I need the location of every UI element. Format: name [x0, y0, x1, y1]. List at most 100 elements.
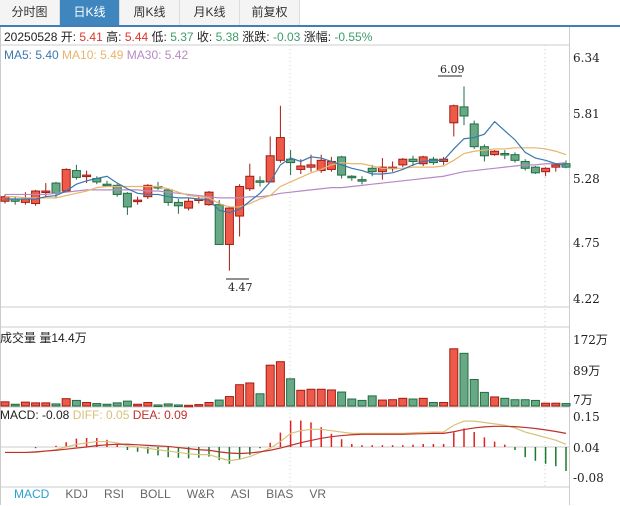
volume-bar: [418, 397, 428, 407]
volume-bar: [112, 402, 122, 407]
candle: [235, 184, 245, 237]
candle: [71, 164, 81, 180]
high-value: 5.44: [124, 30, 149, 44]
price-tick: 5.28: [573, 172, 600, 186]
volume-bar: [316, 388, 326, 407]
volume-bar: [184, 404, 194, 408]
volume-bar: [561, 403, 571, 407]
candle: [530, 166, 540, 174]
open-label: 开:: [60, 30, 77, 44]
volume-bar: [275, 361, 285, 407]
candle: [214, 200, 224, 245]
candle: [133, 196, 143, 205]
svg-text:4.47: 4.47: [228, 281, 253, 294]
volume-bar: [122, 400, 132, 407]
volume-bar: [102, 403, 112, 407]
volume-tick: 7万: [573, 393, 593, 407]
volume-bar: [255, 393, 265, 407]
pct-label: 涨幅:: [303, 30, 332, 44]
macd-legend: MACD: -0.08 DIFF: 0.05 DEA: 0.09: [0, 408, 187, 422]
candle: [500, 150, 510, 160]
candle: [510, 152, 520, 163]
candle: [286, 150, 296, 176]
candle: [224, 206, 234, 271]
indicator-tab-wr[interactable]: W&R: [186, 487, 215, 501]
volume-bar: [286, 378, 296, 407]
indicator-tab-bias[interactable]: BIAS: [266, 487, 294, 501]
indicator-tab-kdj[interactable]: KDJ: [65, 487, 89, 501]
volume-bar: [214, 399, 224, 407]
svg-text:6.09: 6.09: [440, 63, 465, 76]
volume-bar: [173, 404, 183, 407]
candle: [255, 176, 265, 187]
candle: [398, 158, 408, 168]
indicator-tabs: MACD KDJ RSI BOLL W&R ASI BIAS VR: [6, 487, 334, 501]
candle: [122, 192, 132, 215]
volume-bar: [163, 403, 173, 407]
tab-forward-adjusted[interactable]: 前复权: [240, 0, 300, 25]
candle: [194, 196, 204, 204]
dea-value: DEA: 0.09: [132, 408, 188, 422]
indicator-tab-rsi[interactable]: RSI: [104, 487, 125, 501]
close-value: 5.38: [215, 30, 239, 44]
volume-bar: [551, 402, 561, 407]
indicator-tab-vr[interactable]: VR: [309, 487, 327, 501]
tab-intraday[interactable]: 分时图: [0, 0, 60, 25]
volume-bar: [459, 352, 469, 407]
diff-value: DIFF: 0.05: [72, 408, 130, 422]
chart-frame: [0, 27, 570, 505]
indicator-tab-macd[interactable]: MACD: [14, 487, 50, 501]
candle: [541, 167, 551, 177]
volume-bar: [510, 399, 520, 407]
macd-tick: 0.15: [573, 410, 600, 424]
volume-bar: [20, 401, 30, 407]
candle: [337, 155, 347, 179]
candle: [479, 144, 489, 162]
period-tabs: 分时图 日K线 周K线 月K线 前复权: [0, 0, 620, 27]
tab-weekly-k[interactable]: 周K线: [120, 0, 180, 25]
volume-bar: [439, 402, 449, 407]
price-tick: 4.22: [573, 292, 600, 306]
candle: [459, 86, 469, 126]
candle: [102, 180, 112, 187]
volume-bar: [398, 397, 408, 407]
price-tick: 4.75: [573, 236, 600, 250]
volume-bar: [296, 389, 306, 407]
candle: [388, 161, 398, 172]
volume-bar: [143, 402, 153, 407]
volume-bar: [92, 403, 102, 407]
volume-bar: [530, 399, 540, 407]
volume-bar: [408, 398, 418, 407]
volume-bar: [388, 399, 398, 407]
price-tick: 6.34: [573, 51, 600, 65]
volume-bar: [469, 378, 479, 407]
volume-bar: [500, 397, 510, 407]
volume-bar: [377, 399, 387, 407]
volume-bar: [367, 395, 377, 407]
volume-bar: [41, 402, 51, 407]
price-tick: 5.81: [573, 107, 600, 121]
close-label: 收:: [196, 30, 213, 44]
volume-bar: [357, 399, 367, 407]
volume-bar: [306, 388, 316, 407]
volume-tick: 172万: [573, 333, 608, 347]
volume-bar: [479, 391, 489, 407]
tab-monthly-k[interactable]: 月K线: [180, 0, 240, 25]
volume-bar: [245, 382, 255, 407]
indicator-tab-boll[interactable]: BOLL: [140, 487, 171, 501]
macd-tick: -0.08: [573, 471, 604, 485]
candle: [551, 163, 561, 172]
change-label: 涨跌:: [242, 30, 270, 44]
volume-bar: [326, 389, 336, 407]
change-value: -0.03: [272, 30, 301, 44]
volume-bar: [61, 398, 71, 407]
indicator-tab-asi[interactable]: ASI: [230, 487, 251, 501]
candle: [490, 150, 500, 156]
volume-bar: [71, 399, 81, 407]
tab-daily-k[interactable]: 日K线: [60, 0, 120, 25]
candle: [245, 163, 255, 192]
high-label: 高:: [106, 30, 122, 44]
macd-tick: 0.04: [573, 441, 600, 455]
volume-title: 成交量 量14.4万: [0, 331, 87, 345]
